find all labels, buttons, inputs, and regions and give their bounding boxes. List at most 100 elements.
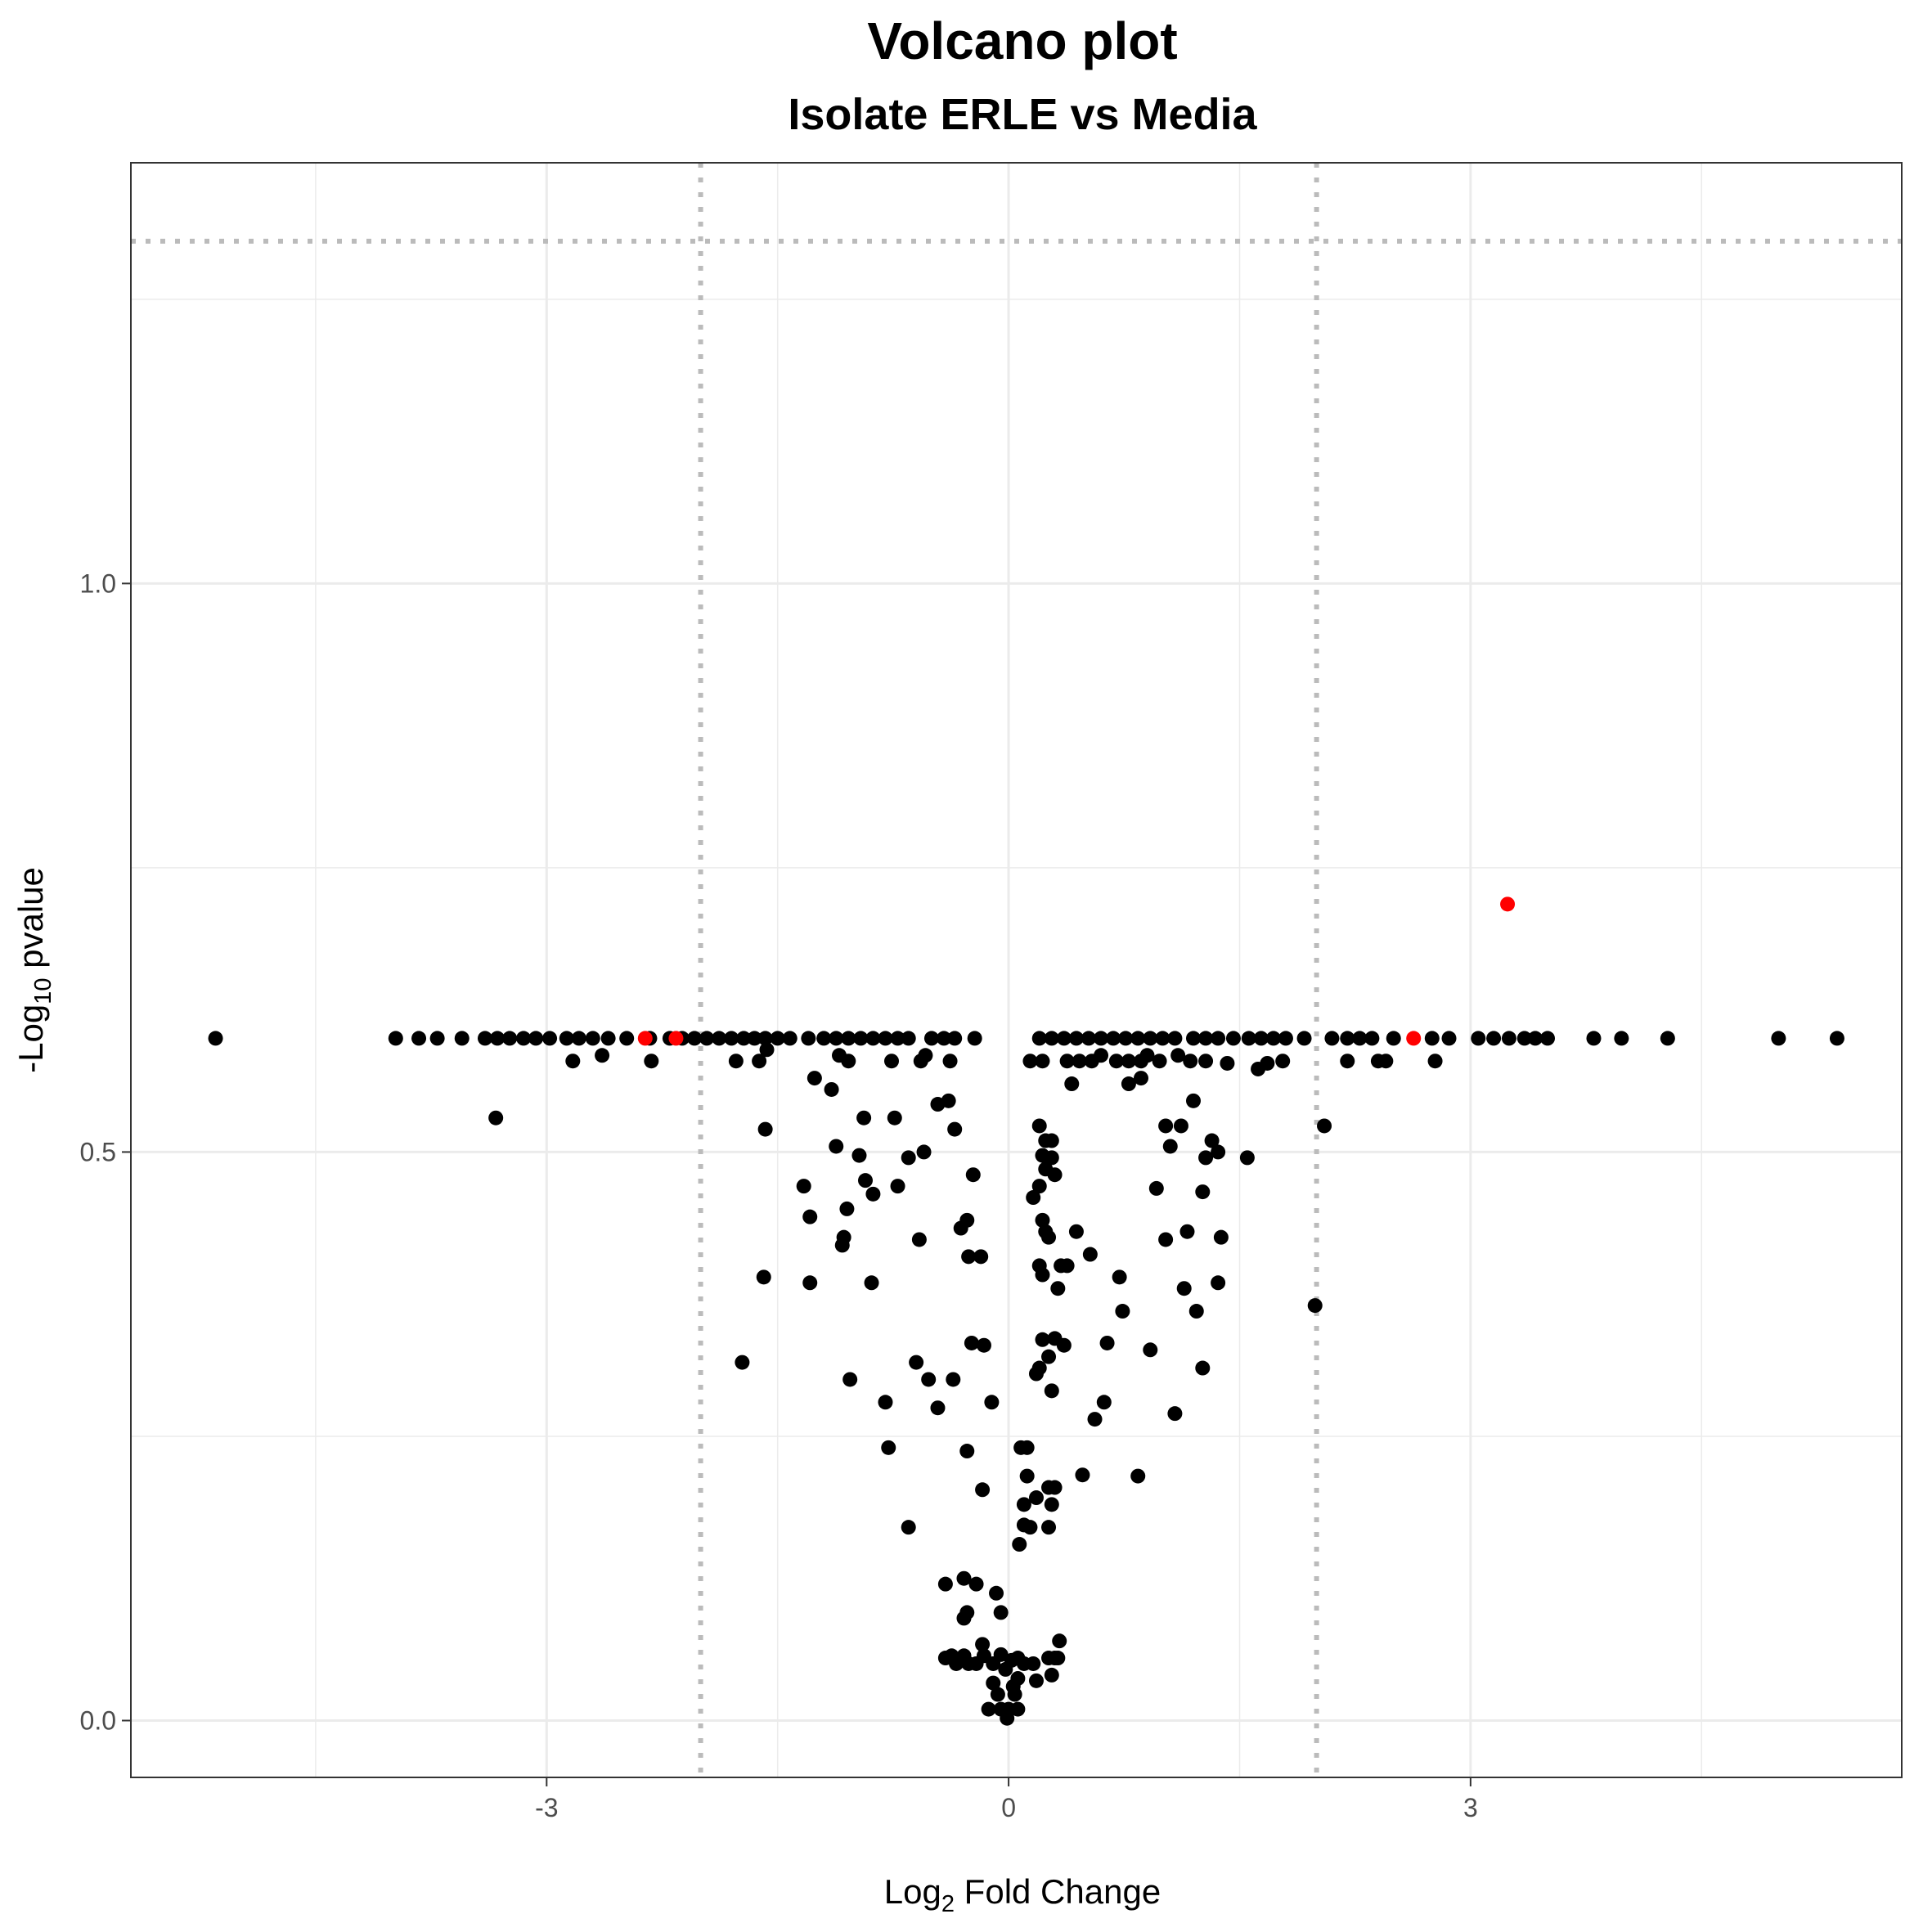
data-point (1317, 1118, 1332, 1134)
data-point (687, 1031, 703, 1046)
data-point (1527, 1031, 1543, 1046)
data-point (801, 1031, 816, 1046)
data-point (1059, 1258, 1075, 1274)
data-point (1173, 1118, 1188, 1134)
data-point (858, 1173, 874, 1188)
data-point (1044, 1150, 1059, 1166)
data-point (806, 1071, 822, 1086)
data-point (728, 1054, 744, 1069)
data-point (1179, 1224, 1195, 1239)
data-point (1771, 1031, 1786, 1046)
data-point (1010, 1671, 1026, 1687)
data-point (802, 1275, 818, 1291)
data-point (1050, 1651, 1066, 1666)
data-point (1121, 1054, 1136, 1069)
y-tick-label: 0.5 (80, 1137, 116, 1166)
data-point (1378, 1054, 1394, 1069)
data-point (1130, 1468, 1146, 1484)
data-point (884, 1054, 900, 1069)
data-point (411, 1031, 427, 1046)
data-point (1660, 1031, 1675, 1046)
data-point (856, 1110, 872, 1126)
data-point (1158, 1118, 1174, 1134)
data-point (1133, 1071, 1148, 1086)
data-point (937, 1576, 953, 1592)
data-point (1225, 1031, 1241, 1046)
grid-lines (131, 163, 1902, 1777)
data-point (1540, 1031, 1555, 1046)
data-point (1031, 1118, 1047, 1134)
data-point (782, 1031, 798, 1046)
data-point (735, 1355, 750, 1370)
data-point (984, 1395, 1000, 1410)
data-point (824, 1081, 839, 1097)
data-point (864, 1275, 879, 1291)
data-point (1211, 1275, 1226, 1291)
data-point (1364, 1031, 1380, 1046)
data-point (1012, 1537, 1027, 1552)
data-point (901, 1150, 916, 1166)
data-point (890, 1031, 905, 1046)
data-point (1195, 1360, 1211, 1376)
x-tick-label: 0 (1001, 1793, 1016, 1822)
data-point (947, 1031, 963, 1046)
data-point (1035, 1267, 1050, 1283)
data-point (973, 1249, 989, 1265)
data-point (941, 1093, 956, 1108)
y-tick-label: 0.0 (80, 1705, 116, 1735)
x-axis-ticks: -3 0 3 (535, 1777, 1478, 1822)
data-point (1241, 1031, 1256, 1046)
data-point (1031, 1031, 1047, 1046)
data-point (901, 1031, 916, 1046)
data-point (644, 1054, 659, 1069)
data-point (1000, 1710, 1015, 1726)
data-point (1087, 1412, 1103, 1427)
data-point (1044, 1031, 1059, 1046)
data-point (865, 1031, 881, 1046)
data-point (1213, 1229, 1229, 1245)
data-point (1115, 1304, 1130, 1319)
data-point (1162, 1139, 1178, 1154)
data-point (1139, 1048, 1155, 1063)
data-point (1031, 1179, 1047, 1194)
data-point (1094, 1031, 1109, 1046)
data-point (878, 1031, 893, 1046)
data-point (930, 1400, 946, 1416)
data-point (736, 1031, 752, 1046)
data-point (488, 1110, 504, 1126)
data-point (796, 1179, 811, 1194)
data-point (490, 1031, 505, 1046)
data-point (1035, 1212, 1050, 1228)
data-point (757, 1121, 773, 1137)
data-point (981, 1701, 996, 1717)
data-point (829, 1139, 844, 1154)
data-point (1211, 1144, 1226, 1160)
data-point (724, 1031, 739, 1046)
data-point (1176, 1281, 1192, 1296)
data-point (1441, 1031, 1457, 1046)
data-point (559, 1031, 574, 1046)
data-point (1143, 1031, 1158, 1046)
data-point (1082, 1247, 1098, 1262)
data-point (1204, 1133, 1220, 1148)
data-point (1047, 1167, 1063, 1183)
data-point (1035, 1054, 1050, 1069)
data-point (1056, 1031, 1072, 1046)
data-point (916, 1144, 932, 1160)
data-point (918, 1048, 933, 1063)
data-point (1028, 1490, 1044, 1506)
data-point (1167, 1031, 1183, 1046)
data-point (953, 1220, 968, 1236)
data-point (829, 1031, 844, 1046)
data-point (964, 1335, 979, 1350)
data-point (542, 1031, 558, 1046)
data-point (1501, 1031, 1516, 1046)
data-point (839, 1201, 855, 1216)
data-point (956, 1570, 972, 1586)
data-point (947, 1121, 963, 1137)
data-point (1143, 1342, 1158, 1358)
data-point (975, 1482, 991, 1498)
data-point (959, 1444, 975, 1459)
data-point (1148, 1180, 1164, 1196)
data-point (757, 1031, 773, 1046)
